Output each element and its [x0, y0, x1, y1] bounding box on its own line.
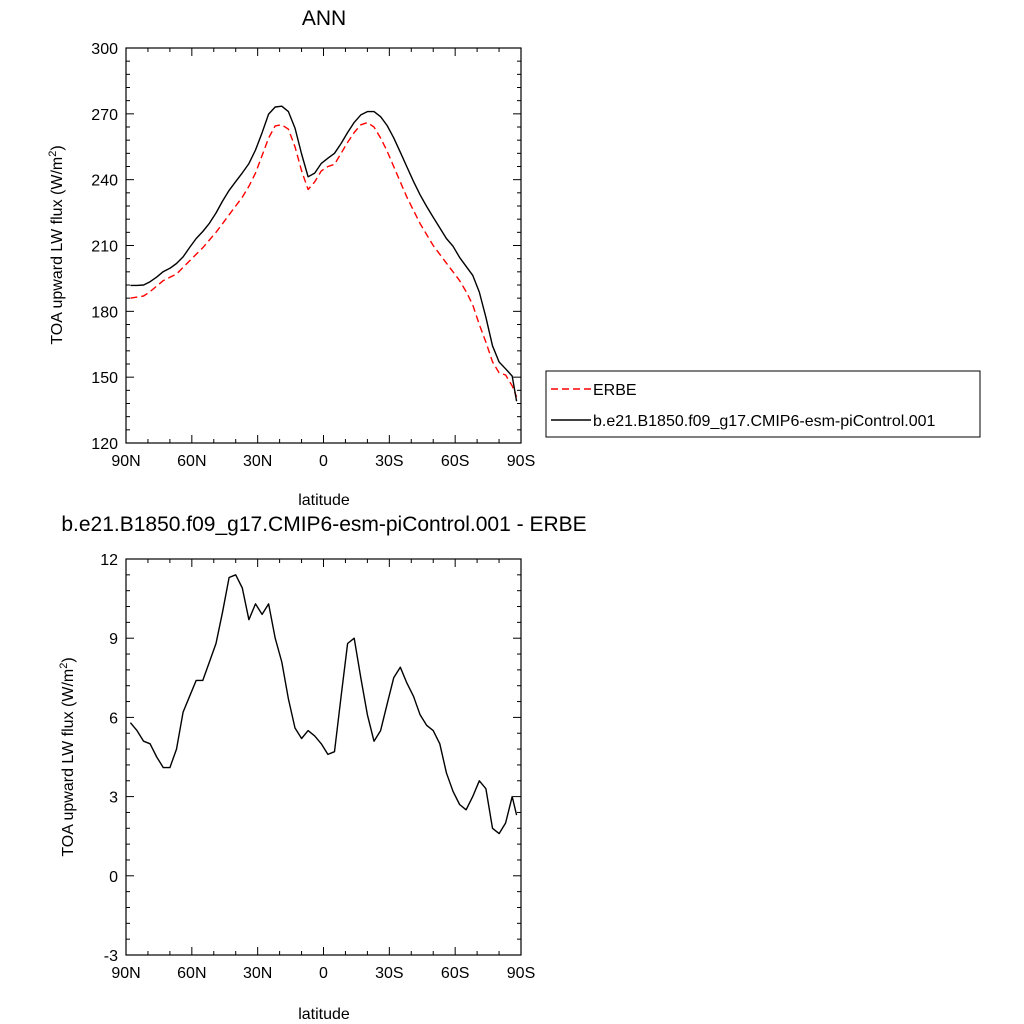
panel2-xtick-label: 60S	[441, 965, 469, 982]
panel2-series-line-0	[129, 574, 518, 835]
panel2-title: b.e21.B1850.f09_g17.CMIP6-esm-piControl.…	[61, 513, 586, 536]
panel1-ylabel-main: TOA upward LW flux (W/m	[49, 157, 66, 345]
panel2-plot-area: -3 0 3 6 9 12 90N 60N 30N 0 30S 60S 90S	[100, 552, 535, 982]
panel-difference: b.e21.B1850.f09_g17.CMIP6-esm-piControl.…	[58, 513, 587, 1023]
panel1-xtick-label: 0	[319, 453, 328, 470]
panel1-ylabel-close: )	[49, 145, 66, 150]
panel2-xtick-label: 90N	[111, 965, 140, 982]
panel2-xtick-label: 30N	[243, 965, 272, 982]
legend-box	[545, 370, 981, 438]
panel1-xtick-label: 60N	[177, 453, 206, 470]
panel1-title: ANN	[302, 7, 346, 30]
panel1-ylabel: TOA upward LW flux (W/m2)	[47, 145, 66, 344]
panel2-ylabel-superscript: 2	[58, 663, 70, 669]
panel2-xtick-label: 0	[319, 965, 328, 982]
panel2-ytick-label: 12	[100, 552, 118, 569]
panel1-xtick-label: 30S	[375, 453, 403, 470]
panel2-ytick-label: 3	[109, 790, 118, 807]
panel2-ytick-label: 6	[109, 710, 118, 727]
panel1-xtick-label: 30N	[243, 453, 272, 470]
panel1-ytick-label: 240	[91, 173, 118, 190]
panel-annual-mean: ANN 120 150 180 210 240 270 300 90N 60N 30N 0 30S 60…	[47, 7, 981, 509]
panel1-xtick-label: 60S	[441, 453, 469, 470]
panel1-xtick-label: 90S	[507, 453, 535, 470]
panel2-xtick-label: 90S	[507, 965, 535, 982]
panel1-ytick-label: 210	[91, 239, 118, 256]
legend-label-erbe: ERBE	[593, 382, 637, 399]
panel2-xtick-label: 30S	[375, 965, 403, 982]
panel1-ylabel-superscript: 2	[47, 151, 59, 157]
panel1-series-line-0	[130, 121, 518, 398]
panel1-xtick-label: 90N	[111, 453, 140, 470]
panel2-ylabel: TOA upward LW flux (W/m2)	[58, 657, 77, 856]
legend-label-model: b.e21.B1850.f09_g17.CMIP6-esm-piControl.…	[593, 413, 936, 430]
panel2-ylabel-close: )	[60, 657, 77, 662]
panel1-ytick-label: 180	[91, 304, 118, 321]
panel1-plot-area: 120 150 180 210 240 270 300 90N 60N 30N 0 30S 60S 90S	[91, 41, 535, 470]
panel1-ytick-label: 300	[91, 41, 118, 58]
panel1-xlabel: latitude	[298, 492, 350, 509]
panel2-frame	[125, 558, 522, 956]
panel2-ytick-label: 0	[109, 869, 118, 886]
panel2-ytick-label: -3	[104, 948, 118, 965]
panel2-xtick-label: 60N	[177, 965, 206, 982]
panel2-ytick-label: 9	[109, 631, 118, 648]
panel1-ytick-label: 150	[91, 370, 118, 387]
panel2-xlabel: latitude	[298, 1006, 350, 1023]
legend: ERBE b.e21.B1850.f09_g17.CMIP6-esm-piCon…	[545, 370, 981, 438]
panel2-ylabel-main: TOA upward LW flux (W/m	[60, 669, 77, 857]
panel1-ytick-label: 120	[91, 436, 118, 453]
panel1-frame	[125, 47, 522, 444]
panel1-series-line-1	[130, 105, 518, 402]
panel1-ytick-label: 270	[91, 107, 118, 124]
